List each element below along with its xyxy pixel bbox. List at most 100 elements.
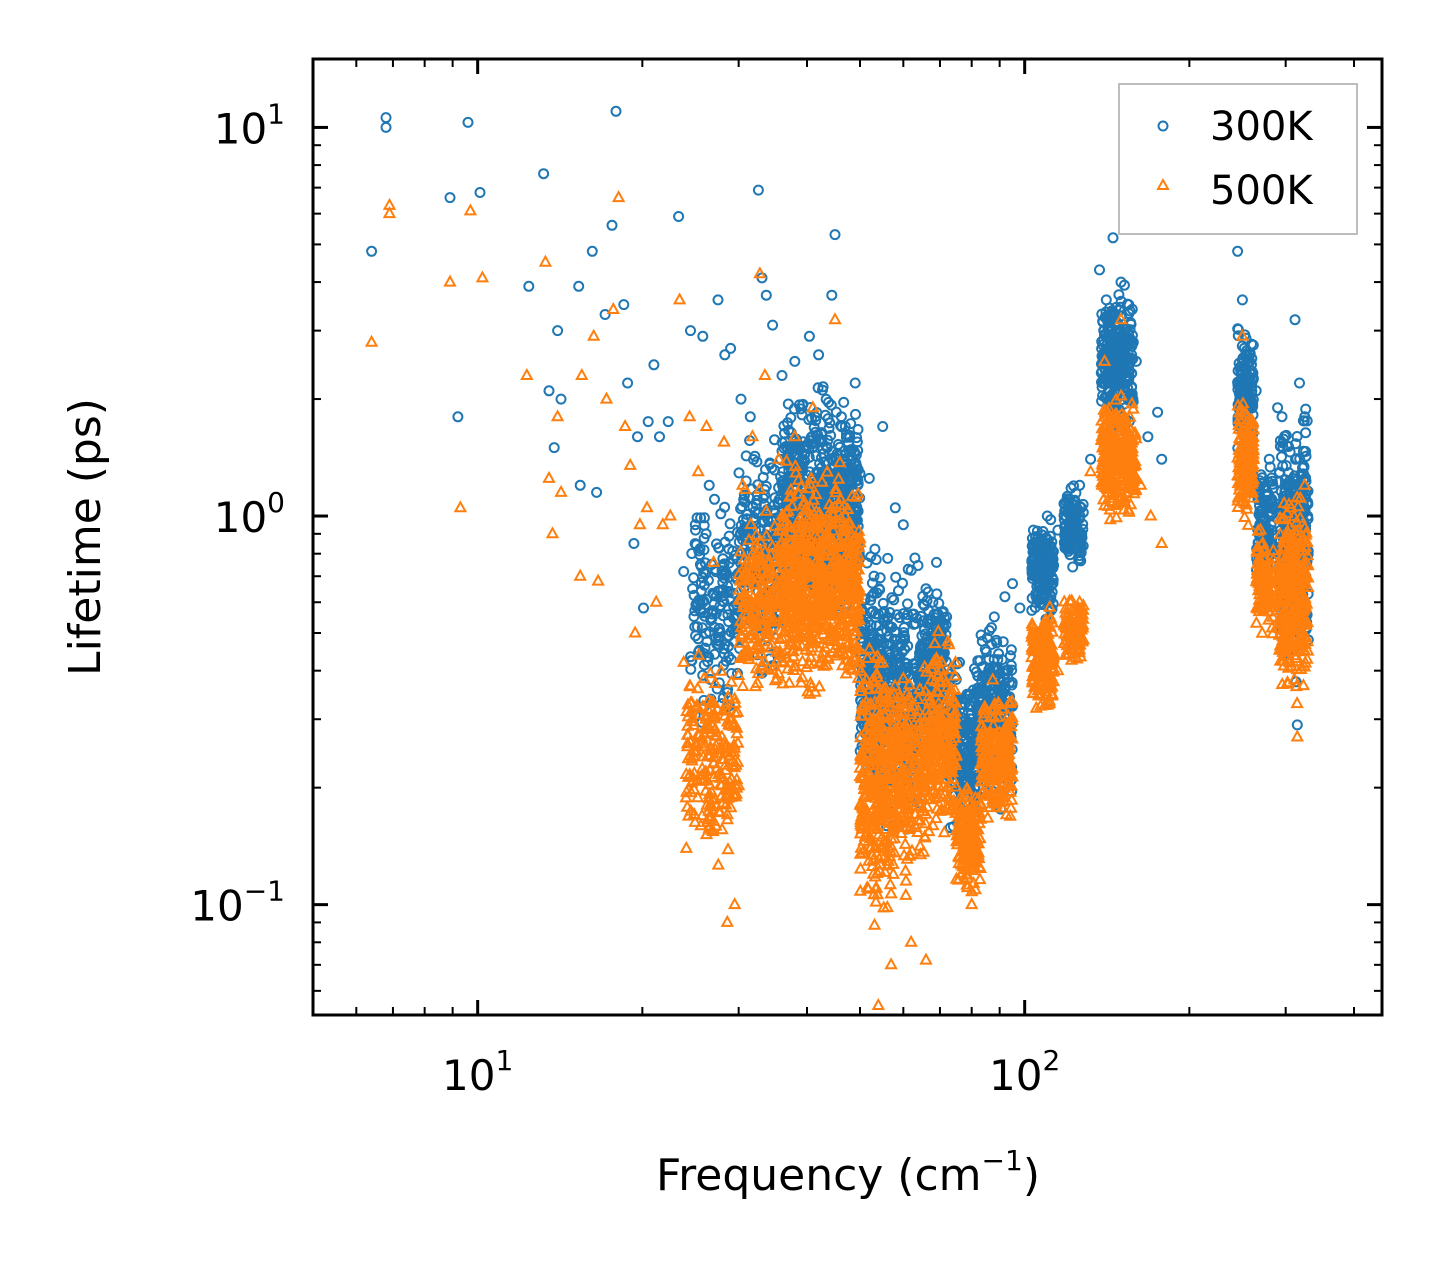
- data-point-300K: [863, 472, 875, 484]
- data-point-500K: [715, 752, 729, 765]
- data-point-500K: [713, 805, 727, 818]
- data-point-500K: [798, 540, 813, 553]
- data-point-500K: [719, 797, 733, 810]
- data-point-300K: [1034, 594, 1046, 606]
- data-point-300K: [711, 538, 722, 550]
- data-point-300K: [913, 671, 925, 683]
- data-point-300K: [591, 486, 603, 498]
- data-point-300K: [1241, 371, 1252, 383]
- data-point-500K: [700, 814, 714, 827]
- data-point-500K: [752, 557, 766, 570]
- data-point-300K: [897, 519, 909, 531]
- data-point-300K: [751, 456, 763, 468]
- data-point-500K: [759, 503, 773, 516]
- data-point-500K: [683, 678, 697, 691]
- data-point-300K: [918, 624, 930, 636]
- data-point-300K: [694, 559, 706, 570]
- data-point-300K: [979, 643, 991, 655]
- data-point-500K: [852, 600, 866, 613]
- data-point-500K: [679, 840, 693, 853]
- data-point-500K: [843, 638, 858, 651]
- data-point-500K: [803, 597, 818, 610]
- data-point-300K: [462, 116, 474, 128]
- data-point-500K: [862, 853, 876, 866]
- data-point-500K: [708, 675, 722, 688]
- data-point-500K: [699, 711, 713, 724]
- data-point-300K: [902, 640, 914, 652]
- data-point-500K: [886, 856, 900, 869]
- data-point-500K: [776, 559, 790, 572]
- data-point-500K: [836, 587, 850, 600]
- data-point-300K: [849, 377, 861, 389]
- data-point-300K: [689, 621, 701, 633]
- data-point-500K: [672, 292, 687, 305]
- data-point-300K: [868, 570, 880, 582]
- data-point-500K: [800, 511, 815, 524]
- data-point-500K: [683, 748, 697, 761]
- data-point-300K: [723, 530, 735, 542]
- data-point-500K: [695, 699, 710, 712]
- data-point-300K: [1114, 301, 1126, 313]
- data-point-300K: [1235, 364, 1247, 376]
- data-point-300K: [1032, 576, 1044, 588]
- data-point-500K: [707, 755, 721, 768]
- data-point-300K: [711, 638, 723, 650]
- data-point-300K: [1289, 314, 1301, 326]
- data-point-300K: [678, 566, 690, 577]
- data-point-300K: [717, 590, 729, 602]
- data-point-300K: [997, 636, 1009, 648]
- data-point-300K: [690, 524, 701, 536]
- data-point-500K: [755, 618, 770, 631]
- data-point-300K: [586, 245, 598, 257]
- data-point-500K: [1097, 353, 1112, 366]
- data-point-300K: [1122, 376, 1134, 387]
- data-point-500K: [679, 766, 693, 779]
- data-point-500K: [849, 537, 863, 550]
- data-point-500K: [869, 894, 883, 907]
- data-point-300K: [849, 466, 861, 478]
- data-point-300K: [1098, 325, 1110, 336]
- data-point-500K: [795, 629, 809, 642]
- data-point-300K: [788, 403, 800, 415]
- data-point-300K: [1263, 453, 1275, 465]
- data-point-300K: [1254, 500, 1265, 512]
- data-point-500K: [751, 666, 765, 679]
- data-point-300K: [1059, 530, 1071, 542]
- data-point-300K: [889, 502, 901, 514]
- data-point-500K: [690, 772, 705, 785]
- data-point-500K: [730, 720, 744, 733]
- data-point-500K: [829, 485, 843, 498]
- data-point-300K: [1254, 505, 1266, 517]
- data-point-500K: [724, 674, 738, 687]
- data-point-500K: [744, 516, 758, 529]
- data-point-300K: [764, 458, 776, 470]
- data-point-300K: [932, 608, 944, 620]
- data-point-500K: [834, 538, 848, 551]
- data-point-500K: [741, 600, 755, 613]
- data-point-300K: [988, 611, 1000, 623]
- data-point-300K: [1007, 578, 1018, 590]
- data-point-300K: [902, 598, 913, 610]
- data-point-500K: [753, 640, 768, 653]
- data-point-500K: [849, 614, 864, 627]
- data-point-300K: [810, 415, 822, 427]
- data-point-300K: [981, 632, 993, 644]
- data-point-500K: [785, 635, 800, 648]
- data-point-500K: [755, 574, 769, 587]
- data-point-500K: [758, 367, 772, 380]
- data-point-300K: [888, 633, 900, 645]
- data-point-300K: [999, 591, 1011, 603]
- data-point-500K: [708, 728, 722, 741]
- data-point-500K: [725, 759, 740, 772]
- data-point-500K: [791, 472, 806, 485]
- data-point-500K: [809, 518, 824, 531]
- data-point-500K: [1144, 508, 1158, 521]
- data-point-500K: [806, 492, 821, 505]
- data-point-500K: [1083, 464, 1098, 477]
- data-point-500K: [741, 642, 756, 655]
- data-point-300K: [782, 417, 793, 429]
- data-point-300K: [1059, 498, 1071, 510]
- data-point-300K: [877, 608, 889, 620]
- data-point-300K: [1152, 406, 1164, 418]
- data-point-300K: [768, 499, 780, 511]
